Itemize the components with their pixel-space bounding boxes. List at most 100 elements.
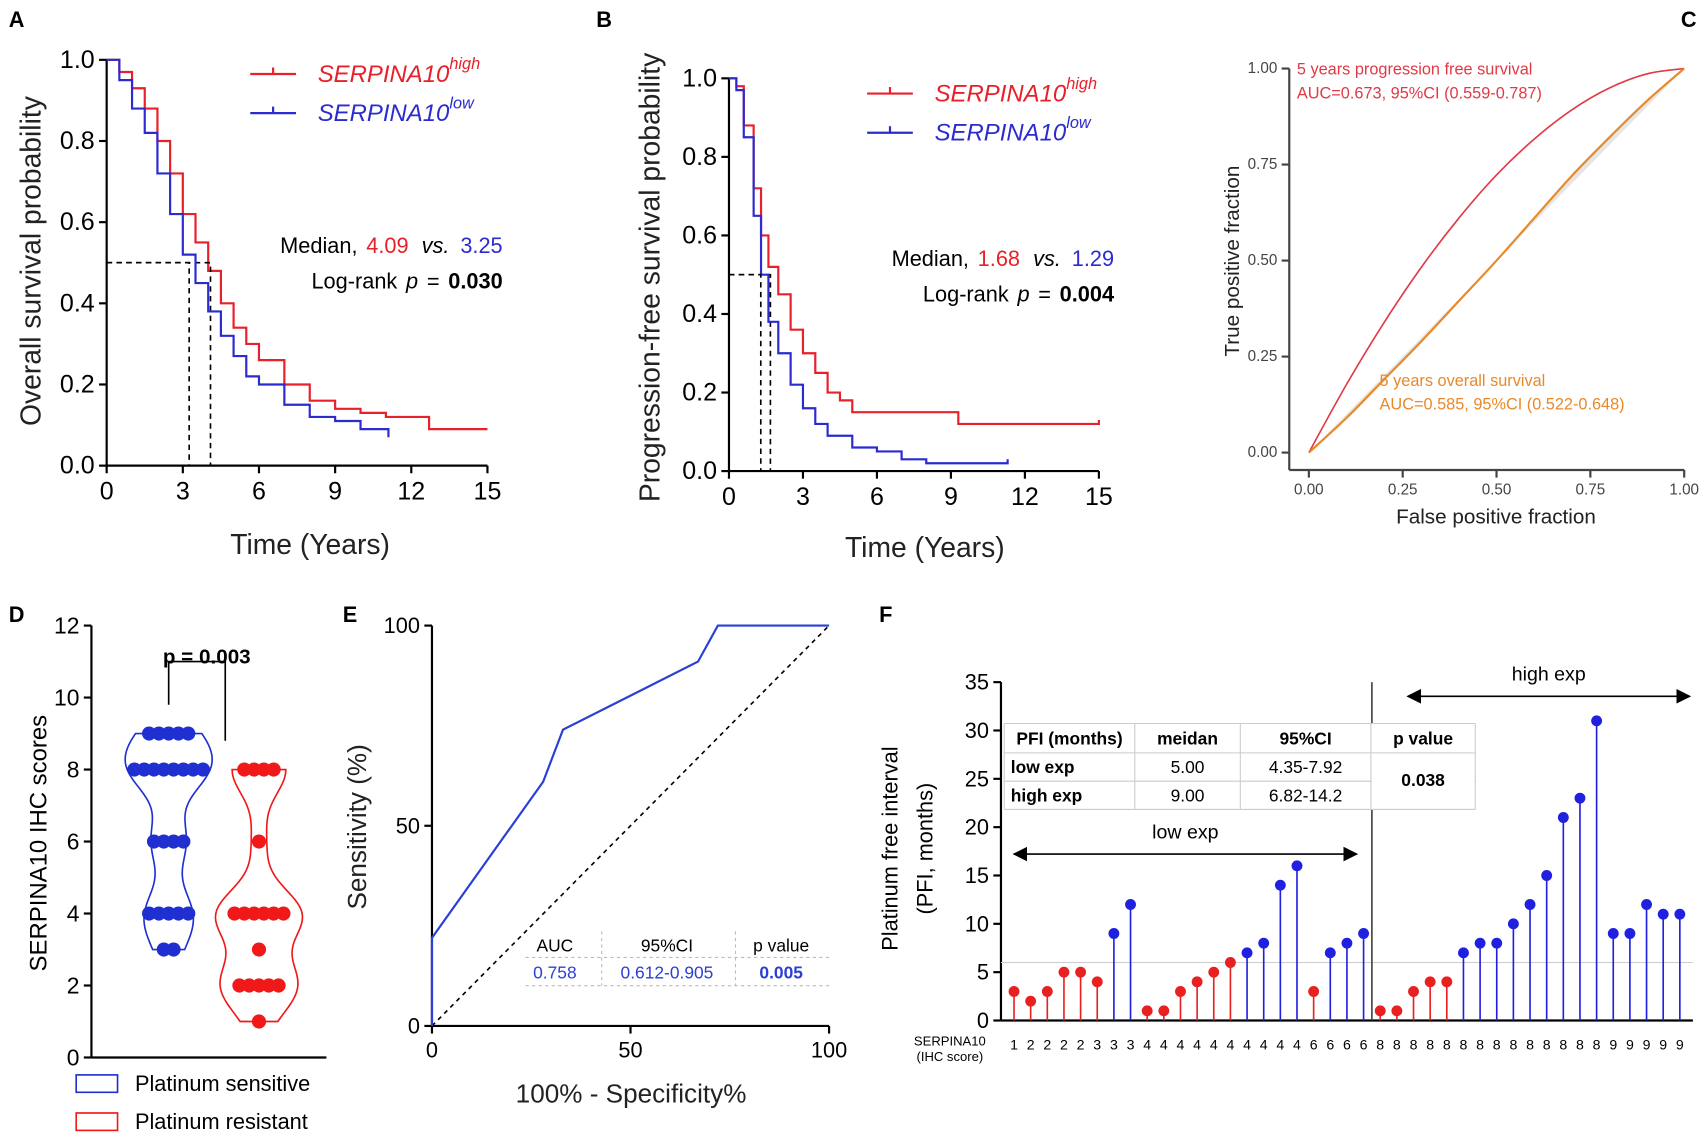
data-point: [142, 906, 157, 921]
y-tick-label: 15: [965, 863, 989, 888]
data-point: [127, 762, 142, 777]
lollipop-head: [1591, 715, 1603, 727]
legend-name: SERPINA10: [935, 119, 1067, 146]
panel-label: D: [9, 602, 25, 627]
data-point: [247, 762, 262, 777]
data-point: [242, 978, 257, 993]
lollipop-head: [1458, 947, 1469, 959]
x-tick-label: 2: [1027, 1036, 1035, 1052]
data-point: [142, 726, 157, 741]
x-tick-label: 3: [176, 478, 190, 506]
lollipop-head: [1108, 928, 1120, 939]
x-tick-label: 8: [1426, 1036, 1434, 1052]
data-point: [181, 726, 196, 741]
table-header: meidan: [1157, 729, 1218, 749]
table-cell: 0.005: [759, 963, 803, 983]
median-line: [106, 261, 212, 466]
x-axis-label: (IHC score): [916, 1049, 983, 1064]
lollipop-head: [1541, 870, 1553, 881]
data-point: [266, 906, 281, 921]
panel-label: C: [1681, 7, 1697, 32]
lollipop-head: [1308, 986, 1320, 997]
y-tick-label: 0.50: [1248, 252, 1278, 269]
y-tick-label: 10: [965, 911, 989, 936]
legend-label: SERPINA10high: [318, 55, 480, 87]
data-point: [176, 834, 191, 849]
legend-swatch: [75, 1112, 119, 1132]
p-label: p: [1016, 281, 1029, 306]
lollipop-head: [1025, 995, 1037, 1007]
legend-sup: high: [449, 55, 480, 73]
x-tick-label: 9: [328, 478, 342, 506]
x-tick-label: 4: [1260, 1036, 1268, 1052]
lollipop-head: [1058, 966, 1070, 978]
y-tick-label: 0: [67, 1044, 80, 1070]
x-tick-label: 100: [811, 1037, 847, 1062]
y-tick-label: 4: [67, 901, 80, 927]
series-label: 5 years progression free survival: [1297, 61, 1533, 79]
x-tick-label: 6: [1310, 1036, 1318, 1052]
legend-swatch: [75, 1074, 119, 1094]
x-tick-label: 9: [1626, 1036, 1634, 1052]
lollipop-head: [1258, 937, 1270, 949]
legend-sup: low: [1066, 114, 1092, 132]
x-axis-label: False positive fraction: [1396, 505, 1596, 528]
lollipop-head: [1075, 966, 1087, 978]
panel-label: A: [9, 7, 25, 32]
data-point: [151, 726, 166, 741]
lollipop-head: [1641, 899, 1652, 910]
lollipop-head: [1607, 928, 1619, 939]
lollipop-head: [1507, 918, 1519, 930]
y-tick-label: 0.4: [682, 300, 717, 328]
table-header: 95%CI: [641, 935, 693, 955]
x-tick-label: 8: [1393, 1036, 1401, 1052]
x-tick-label: 8: [1376, 1036, 1384, 1052]
lollipop-head: [1474, 937, 1486, 949]
median-value: 1.68: [978, 245, 1020, 270]
lollipop-head: [1441, 976, 1453, 988]
table-p-value: 0.038: [1401, 770, 1445, 790]
y-axis-label: (PFI, months): [912, 783, 937, 915]
x-axis-label: SERPINA10: [914, 1034, 986, 1049]
x-tick-label: 9: [944, 483, 958, 511]
test-label: Log-rank: [923, 281, 1009, 306]
roc-curve: [1308, 67, 1685, 454]
lollipop-head: [1175, 986, 1186, 997]
x-tick-label: 6: [1326, 1036, 1334, 1052]
x-tick-label: 6: [1360, 1036, 1368, 1052]
data-point: [161, 726, 176, 741]
x-tick-label: 0.50: [1482, 482, 1512, 499]
y-tick-label: 0.0: [682, 457, 717, 485]
median-value: 3.25: [460, 232, 502, 257]
vs-label: vs.: [422, 232, 450, 257]
vs-label: vs.: [1033, 245, 1061, 270]
x-tick-label: 4: [1293, 1036, 1301, 1052]
x-axis-label: Time (Years): [845, 531, 1005, 563]
y-tick-label: 50: [396, 813, 420, 838]
data-point: [146, 762, 162, 777]
x-tick-label: 4: [1276, 1036, 1284, 1052]
lollipop-head: [1374, 1005, 1386, 1017]
table-header: PFI (months): [1016, 729, 1122, 749]
data-point: [261, 978, 276, 993]
lollipop-head: [1291, 860, 1303, 872]
x-tick-label: 6: [870, 483, 884, 511]
lollipop-head: [1224, 957, 1236, 968]
table-header: 95%CI: [1279, 729, 1331, 749]
median-line: [106, 261, 190, 466]
x-tick-label: 8: [1460, 1036, 1468, 1052]
median-annotation: Median, 1.68 vs. 1.29: [892, 245, 1115, 270]
x-tick-label: 8: [1576, 1036, 1584, 1052]
panel-label: B: [596, 7, 612, 32]
x-axis-label: 100% - Specificity%: [516, 1078, 747, 1108]
lollipop-head: [1524, 899, 1536, 910]
data-point: [227, 906, 242, 921]
lollipop-head: [1674, 908, 1686, 920]
x-tick-label: 6: [1343, 1036, 1351, 1052]
y-tick-label: 0.2: [682, 379, 717, 407]
y-tick-label: 0.6: [682, 221, 717, 249]
y-tick-label: 100: [384, 613, 420, 638]
median-label: Median,: [892, 245, 969, 270]
y-tick-label: 2: [67, 973, 80, 999]
x-tick-label: 12: [397, 478, 425, 506]
